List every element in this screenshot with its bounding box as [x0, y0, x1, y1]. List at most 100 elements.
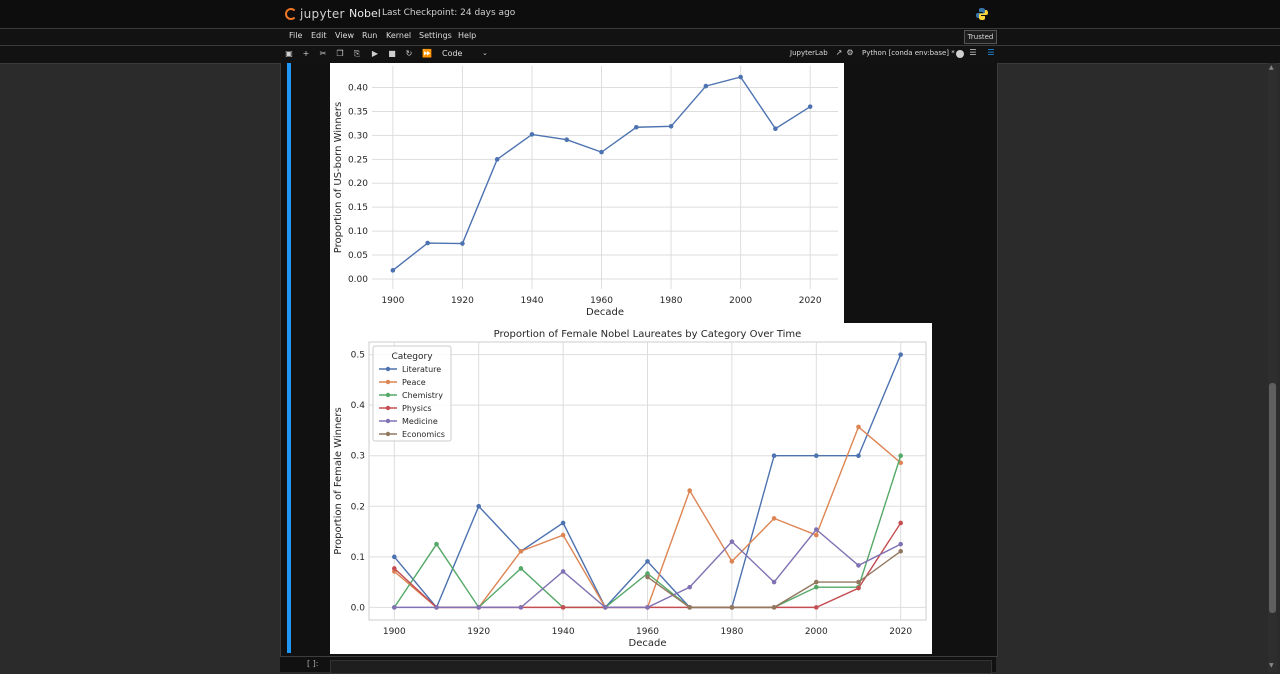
- y-tick-label: 0.25: [348, 155, 368, 165]
- data-point: [856, 585, 861, 591]
- notebook-toolbar: ▣ + ✂ ❐ ⎘ ▶ ■ ↻ ⏩ Code ⌄ JupyterLab ↗ ⚙ …: [0, 45, 1280, 64]
- chevron-down-icon[interactable]: ⌄: [482, 49, 488, 57]
- data-point: [813, 532, 819, 538]
- toc-icon[interactable]: ☰: [987, 48, 995, 57]
- data-point: [645, 574, 650, 580]
- scroll-up-icon[interactable]: ▲: [1269, 64, 1274, 71]
- legend-marker: [385, 431, 391, 437]
- data-point: [476, 503, 482, 509]
- y-tick-label: 0.3: [351, 452, 365, 462]
- data-point: [773, 126, 778, 131]
- chart-title: Proportion of Female Nobel Laureates by …: [494, 329, 802, 340]
- stop-icon[interactable]: ■: [388, 49, 396, 58]
- data-point: [813, 453, 819, 459]
- data-point: [599, 149, 604, 155]
- data-point: [560, 605, 566, 610]
- x-tick-label: 1960: [590, 296, 613, 306]
- legend-label: Peace: [402, 378, 426, 387]
- y-axis-label: Proportion of US-born Winners: [333, 102, 344, 253]
- data-point: [898, 352, 903, 357]
- data-point: [560, 569, 566, 574]
- y-tick-label: 0.20: [348, 179, 368, 189]
- data-point: [645, 605, 650, 610]
- menu-file[interactable]: File: [289, 31, 303, 40]
- next-cell-prompt: [ ]:: [307, 659, 319, 668]
- notebook-name[interactable]: Nobel: [349, 7, 381, 20]
- data-point: [603, 605, 608, 610]
- legend-label: Medicine: [402, 417, 438, 426]
- data-point: [898, 541, 903, 547]
- jupyterlab-link[interactable]: JupyterLab: [790, 49, 828, 57]
- data-point: [898, 453, 903, 459]
- x-tick-label: 1920: [467, 627, 490, 637]
- y-tick-label: 0.15: [348, 203, 368, 213]
- cut-icon[interactable]: ✂: [319, 49, 327, 58]
- scrollbar-thumb[interactable]: [1269, 383, 1276, 613]
- notebook-scrollbar[interactable]: [1268, 63, 1277, 672]
- menu-edit[interactable]: Edit: [311, 31, 327, 40]
- run-icon[interactable]: ▶: [371, 49, 379, 58]
- menu-icon[interactable]: ☰: [969, 48, 977, 57]
- y-tick-label: 0.00: [348, 275, 368, 285]
- menu-settings[interactable]: Settings: [419, 31, 452, 40]
- data-point: [813, 605, 819, 610]
- y-tick-label: 0.5: [351, 351, 365, 361]
- cell-type-select[interactable]: Code: [442, 49, 463, 58]
- legend-marker: [385, 418, 391, 424]
- trusted-indicator[interactable]: Trusted: [964, 30, 997, 44]
- data-point: [856, 453, 861, 459]
- scroll-down-icon[interactable]: ▼: [1269, 662, 1274, 669]
- menu-help[interactable]: Help: [458, 31, 477, 40]
- female-laureates-chart: 1900 1920 1940 1960 1980 2000 2020 0.0 0.1 0.2 0.3…: [333, 329, 927, 649]
- y-tick-label: 0.0: [351, 603, 366, 613]
- data-point: [771, 516, 777, 521]
- legend-marker: [385, 366, 391, 372]
- data-point: [813, 584, 819, 590]
- x-tick-label: 2000: [805, 627, 828, 637]
- x-tick-label: 2000: [729, 296, 752, 306]
- data-point: [771, 453, 777, 459]
- data-point: [392, 605, 397, 610]
- data-point: [687, 605, 692, 610]
- series-line-economics: [647, 550, 902, 609]
- jupyter-logo-text: jupyter: [300, 7, 345, 21]
- y-tick-label: 0.35: [348, 107, 368, 117]
- data-point: [518, 605, 524, 610]
- paste-icon[interactable]: ⎘: [353, 49, 361, 58]
- menu-kernel[interactable]: Kernel: [386, 31, 412, 40]
- menu-run[interactable]: Run: [362, 31, 378, 40]
- copy-icon[interactable]: ❐: [336, 49, 344, 58]
- save-icon[interactable]: ▣: [285, 49, 293, 58]
- data-point: [392, 554, 397, 560]
- legend-marker: [385, 392, 391, 398]
- legend-title: Category: [391, 352, 433, 362]
- data-point: [392, 566, 397, 571]
- data-point: [771, 605, 777, 610]
- x-tick-label: 2020: [799, 296, 822, 306]
- legend-label: Literature: [402, 365, 441, 374]
- kernel-name[interactable]: Python [conda env:base] *: [862, 49, 955, 57]
- x-tick-label: 2020: [889, 627, 912, 637]
- x-axis-label: Decade: [629, 638, 667, 649]
- menu-view[interactable]: View: [335, 31, 354, 40]
- data-point: [560, 520, 566, 526]
- data-point: [633, 124, 639, 130]
- restart-icon[interactable]: ↻: [405, 49, 413, 58]
- jupyter-logo[interactable]: jupyter: [285, 5, 345, 23]
- active-cell-indicator[interactable]: [287, 63, 291, 653]
- external-link-icon: ↗: [835, 48, 843, 57]
- data-point: [898, 460, 903, 466]
- jupyter-logo-icon: [285, 8, 297, 20]
- legend-marker: [385, 379, 391, 385]
- x-axis-label: Decade: [586, 307, 624, 318]
- data-point: [494, 157, 500, 162]
- data-point: [813, 579, 819, 585]
- y-tick-label: 0.05: [348, 251, 368, 261]
- fast-forward-icon[interactable]: ⏩: [422, 49, 432, 58]
- gear-icon[interactable]: ⚙: [846, 48, 854, 57]
- data-point: [687, 488, 692, 493]
- data-point: [560, 532, 566, 538]
- female-laureates-plot: 1900 1920 1940 1960 1980 2000 2020 0.0 0.1 0.2 0.3…: [330, 323, 932, 654]
- data-point: [434, 605, 439, 610]
- add-cell-icon[interactable]: +: [302, 49, 310, 58]
